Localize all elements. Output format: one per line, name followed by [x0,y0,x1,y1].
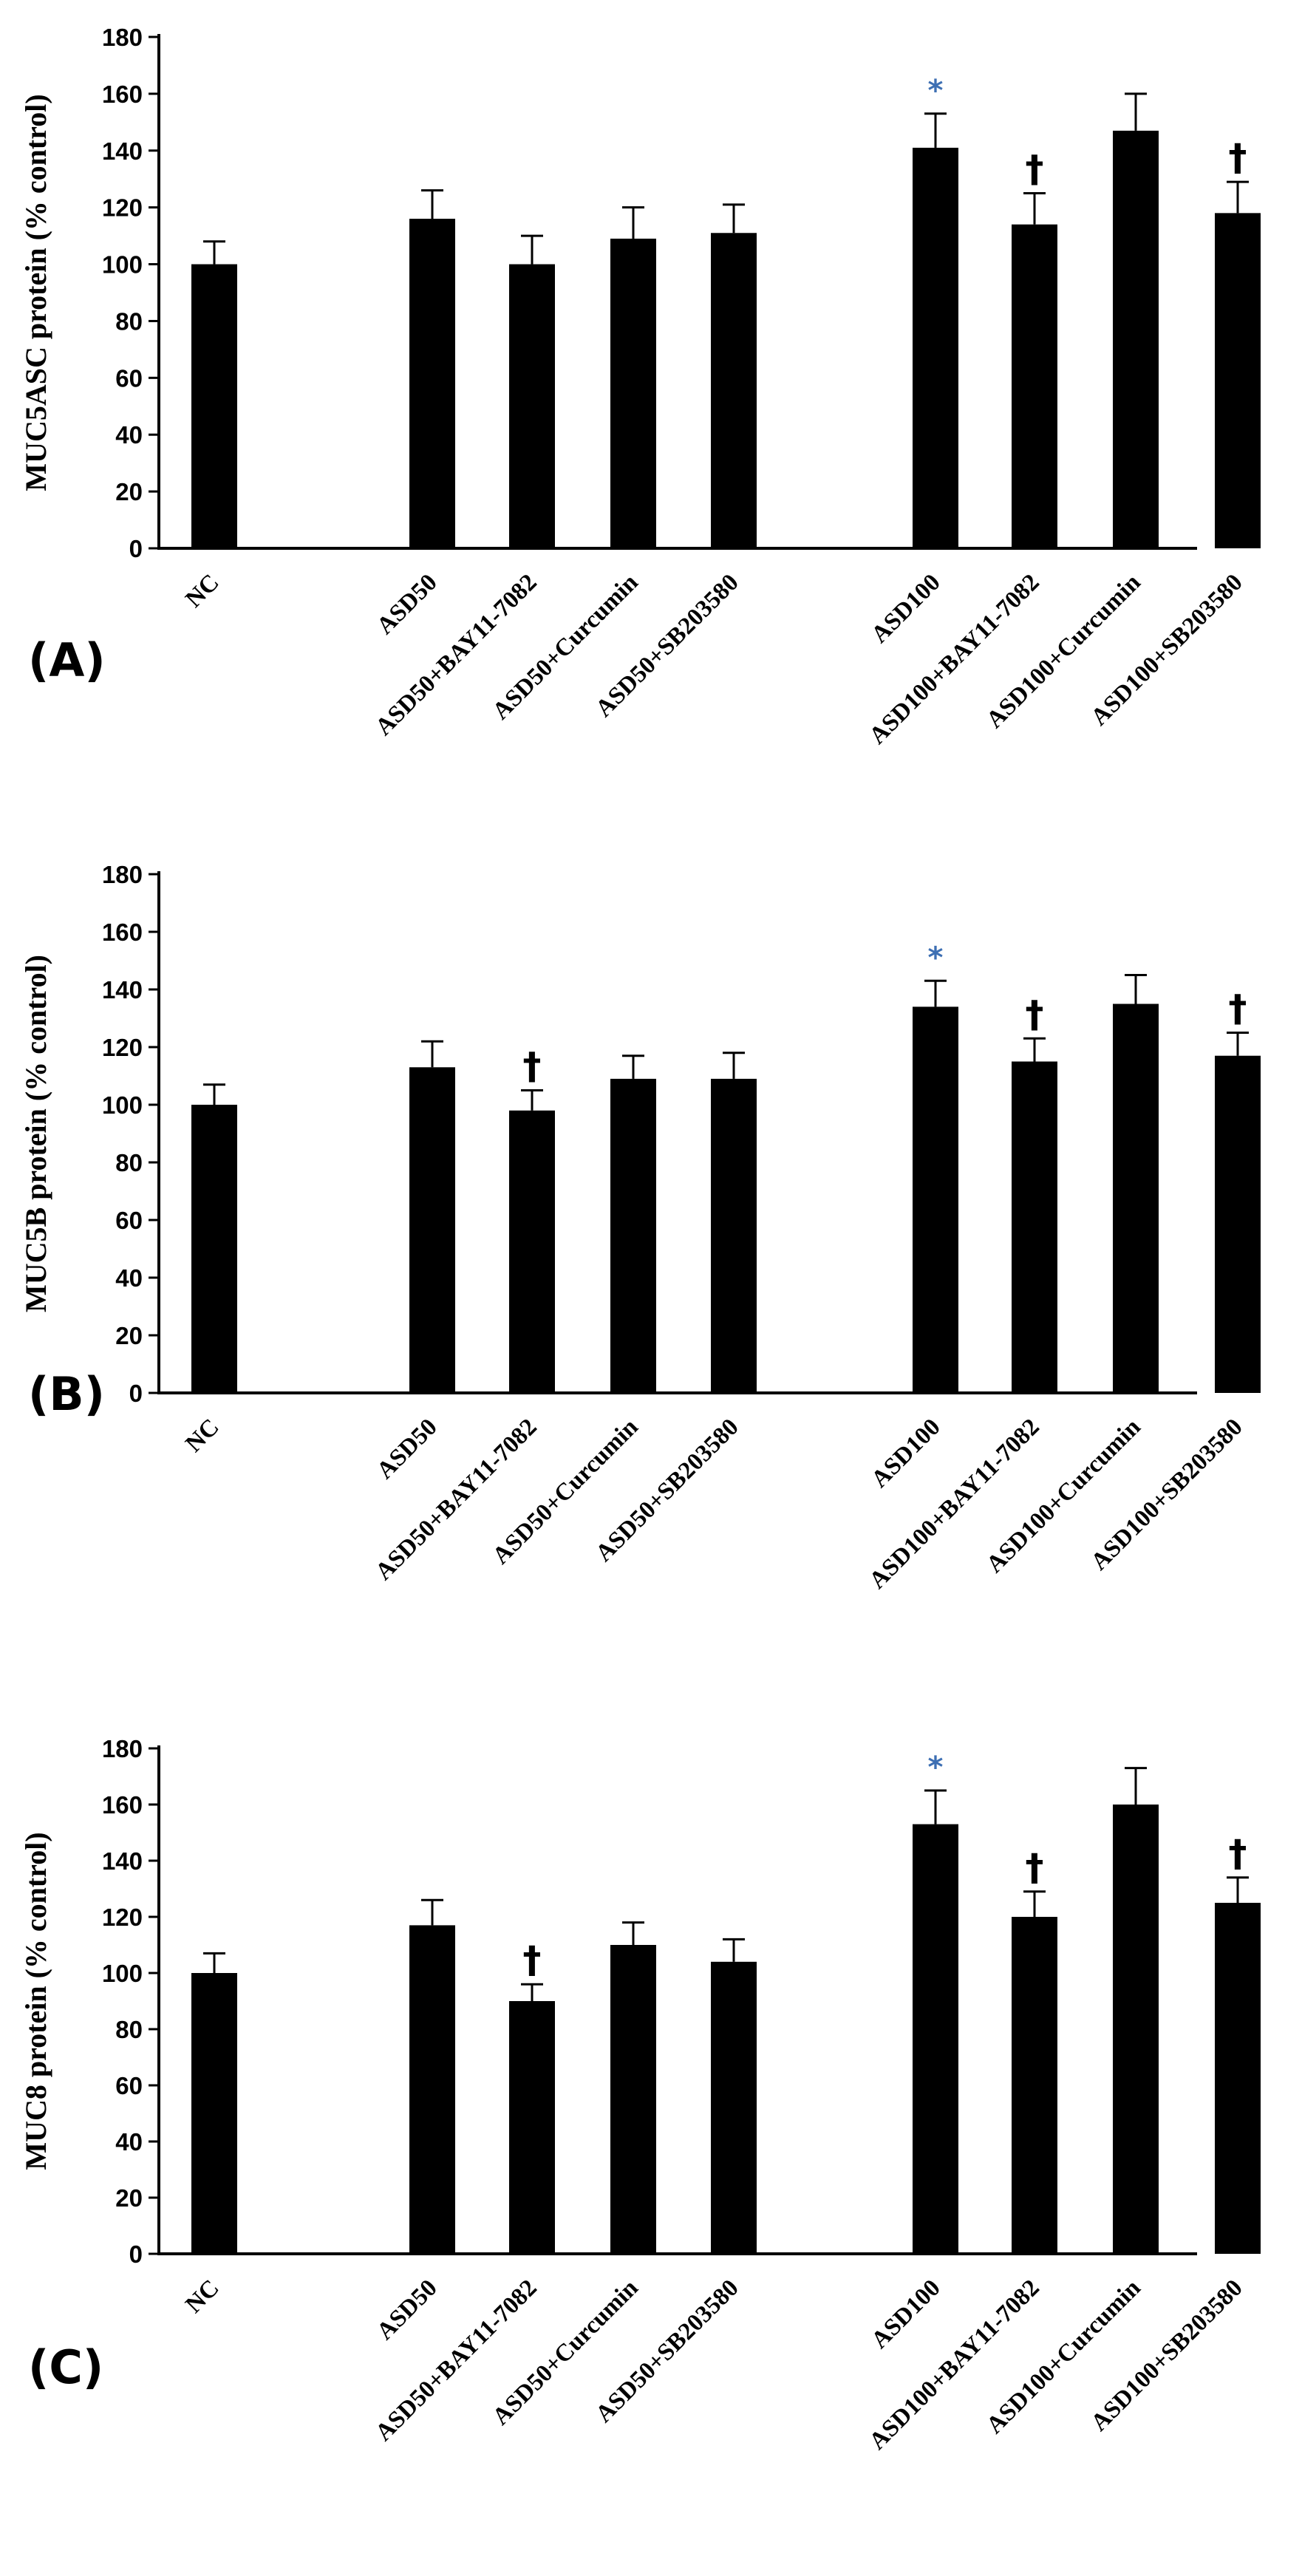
category-label: ASD100+BAY11-7082 [865,2275,1045,2455]
significance-star: * [928,74,944,108]
bar [913,1824,958,2254]
y-tick-label: 80 [115,1149,143,1176]
y-tick-label: 120 [102,194,143,222]
y-tick-label: 100 [102,1091,143,1119]
chart-panel-b: 0 20 40 60 80 100 120 140 160 180 MUC5B protein (%… [19,861,1261,1594]
y-tick-label: 40 [115,421,143,449]
y-tick-label: 20 [115,478,143,505]
bar [509,2001,555,2254]
y-tick-label: 160 [102,1791,143,1819]
bar [191,1973,237,2254]
bar [1012,1917,1057,2254]
significance-dagger: † [523,1938,542,1981]
bar [610,1945,656,2254]
category-label: ASD100+BAY11-7082 [865,569,1045,749]
bar [1113,1004,1159,1393]
panel-label: (A) [28,633,106,687]
bar [1215,1055,1261,1393]
y-tick-label: 180 [102,24,143,51]
y-tick-label: 60 [115,1207,143,1234]
y-tick-label: 60 [115,364,143,392]
y-tick-label: 180 [102,1735,143,1762]
panel-label: (C) [28,2340,103,2394]
category-label: ASD50 [372,1414,442,1484]
y-tick-label: 0 [129,2241,143,2268]
y-tick-label: 160 [102,919,143,946]
bar [509,264,555,548]
y-tick-label: 140 [102,976,143,1004]
category-label: ASD100+BAY11-7082 [865,1414,1045,1594]
category-label: NC [180,1414,224,1457]
significance-dagger: † [1026,1846,1044,1889]
y-tick-label: 40 [115,1264,143,1292]
bar [1113,130,1159,548]
category-label: ASD100 [867,569,946,648]
bar [711,1078,757,1393]
bar [409,1925,455,2254]
bar [1113,1805,1159,2254]
bar [409,1067,455,1393]
bar [191,264,237,548]
y-axis-title: MUC8 protein (% control) [19,1832,52,2170]
y-tick-label: 140 [102,1847,143,1875]
bar [509,1110,555,1393]
y-tick-label: 20 [115,1322,143,1349]
bar [1012,224,1057,548]
category-label: NC [180,569,224,613]
y-tick-label: 60 [115,2072,143,2099]
y-tick-label: 140 [102,137,143,165]
y-tick-label: 80 [115,2016,143,2043]
y-tick-label: 120 [102,1904,143,1931]
significance-dagger: † [1229,987,1247,1030]
y-tick-label: 0 [129,1380,143,1407]
category-label: ASD100 [867,2275,946,2354]
significance-dagger: † [1229,136,1247,179]
significance-dagger: † [523,1045,542,1088]
significance-star: * [928,1751,944,1785]
category-label: ASD50+BAY11-7082 [370,2275,542,2446]
category-label: ASD50 [372,2275,442,2345]
y-tick-label: 100 [102,1960,143,1987]
significance-dagger: † [1026,147,1044,190]
y-tick-label: 100 [102,251,143,279]
bar [1215,213,1261,548]
category-label: NC [180,2275,224,2318]
y-tick-label: 120 [102,1034,143,1061]
category-label: ASD50+BAY11-7082 [370,569,542,740]
bar [711,1961,757,2254]
bar [711,233,757,548]
y-tick-label: 80 [115,307,143,335]
bar [1012,1061,1057,1393]
bar [610,238,656,548]
y-axis-title: MUC5ASC protein (% control) [19,94,52,491]
bar [191,1105,237,1393]
y-tick-label: 160 [102,81,143,108]
category-label: ASD50+BAY11-7082 [370,1414,542,1585]
y-tick-label: 180 [102,861,143,888]
y-tick-label: 40 [115,2128,143,2156]
bar [1215,1903,1261,2254]
category-label: ASD50 [372,569,442,639]
bar [409,219,455,548]
chart-panel-a: 0 20 40 60 80 100 120 140 160 180 MUC5ASC protein … [19,24,1261,749]
y-tick-label: 20 [115,2184,143,2212]
significance-dagger: † [1026,992,1044,1035]
category-label: ASD100 [867,1414,946,1493]
significance-dagger: † [1229,1832,1247,1875]
bar [913,147,958,548]
y-axis-title: MUC5B protein (% control) [19,955,52,1312]
bar [913,1006,958,1393]
bar [610,1078,656,1393]
significance-star: * [928,941,944,975]
y-tick-label: 0 [129,535,143,562]
chart-panel-c: 0 20 40 60 80 100 120 140 160 180 MUC8 protein (% … [19,1735,1261,2455]
panel-label: (B) [28,1367,105,1421]
